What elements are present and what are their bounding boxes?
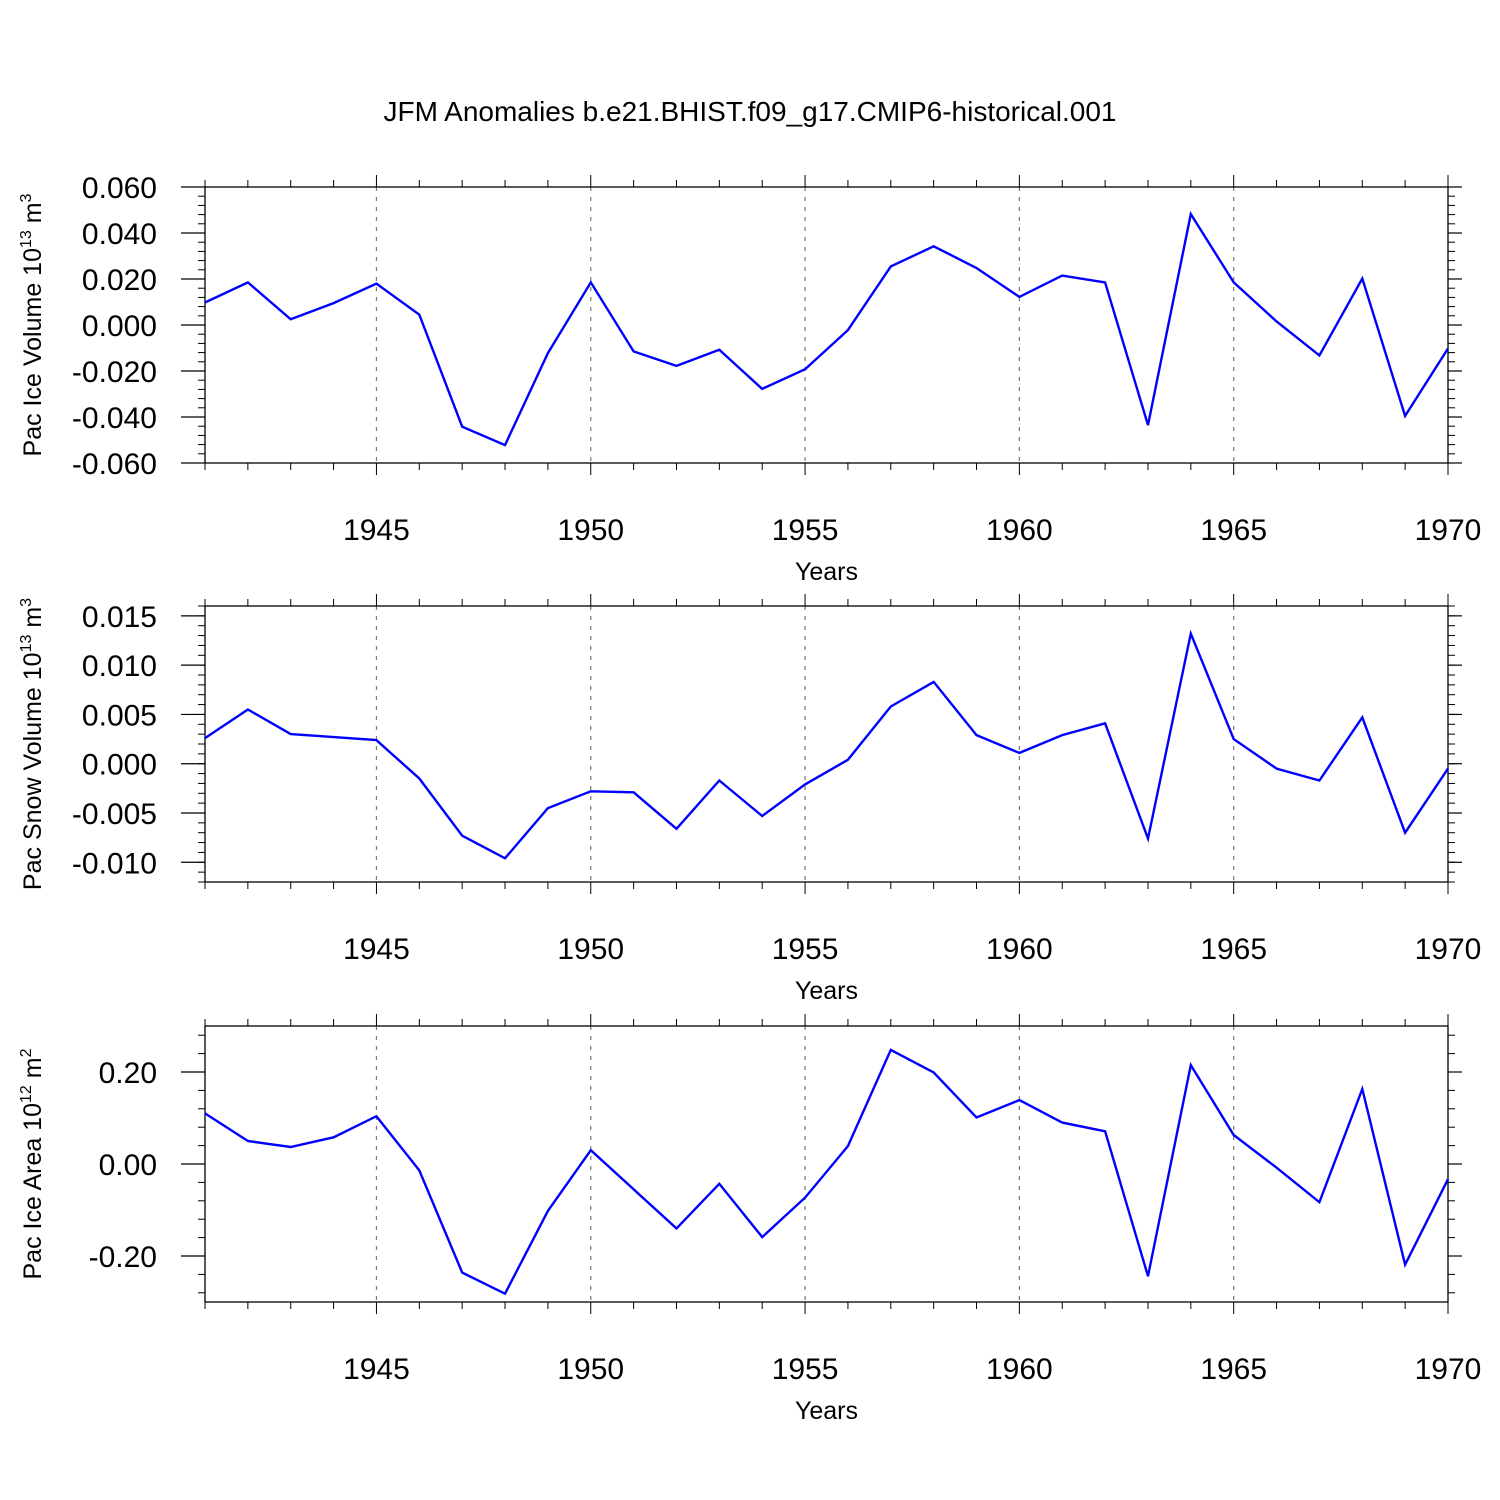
y-axis-label-text: Pac Ice Area 10 bbox=[19, 1103, 47, 1280]
y-axis-label-unit-exponent: 2 bbox=[18, 1048, 35, 1057]
y-tick-label: -0.060 bbox=[72, 448, 157, 481]
y-tick-label: 0.060 bbox=[82, 172, 157, 205]
x-tick-label: 1965 bbox=[1200, 933, 1267, 966]
y-tick-label: -0.020 bbox=[72, 356, 157, 389]
x-axis-label: Years bbox=[795, 1397, 858, 1425]
x-tick-label: 1950 bbox=[557, 933, 624, 966]
x-axis-label: Years bbox=[795, 558, 858, 586]
panel-2: -0.010 -0.005 0.000 0.005 0.010 0.015 1945 1950… bbox=[18, 594, 1481, 1005]
panel-3: -0.20 0.00 0.20 1945 1950 1955 1960 1965 1970 Yea… bbox=[18, 1014, 1481, 1425]
x-tick-label: 1955 bbox=[772, 514, 839, 547]
y-axis-label-text: Pac Snow Volume 10 bbox=[19, 652, 47, 890]
y-tick-label: 0.20 bbox=[99, 1057, 157, 1090]
x-tick-label: 1950 bbox=[557, 1353, 624, 1386]
series-line bbox=[204, 210, 1450, 447]
series-line bbox=[204, 629, 1449, 860]
x-tick-label: 1945 bbox=[343, 1353, 410, 1386]
x-tick-label: 1965 bbox=[1200, 514, 1267, 547]
y-tick-label: -0.20 bbox=[89, 1241, 157, 1274]
y-tick-label: 0.020 bbox=[82, 264, 157, 297]
series-line bbox=[204, 1048, 1450, 1296]
y-axis-label: Pac Ice Area 1012 m2 bbox=[18, 1048, 47, 1279]
x-tick-label: 1950 bbox=[557, 514, 624, 547]
y-axis-label-exponent: 13 bbox=[18, 230, 35, 248]
plot-frame bbox=[204, 1025, 1449, 1303]
x-tick-label: 1945 bbox=[343, 514, 410, 547]
x-tick-label: 1945 bbox=[343, 933, 410, 966]
y-axis-label-exponent: 12 bbox=[18, 1085, 35, 1103]
y-axis-label-unit: m bbox=[19, 202, 47, 230]
y-axis-label-unit-exponent: 3 bbox=[18, 598, 35, 607]
y-axis-label: Pac Snow Volume 1013 m3 bbox=[18, 598, 47, 890]
panel-1: -0.060 -0.040 -0.020 0.000 0.020 0.040 0.060 19… bbox=[18, 172, 1481, 586]
y-axis-label-unit: m bbox=[19, 607, 47, 635]
plot-frame bbox=[204, 186, 1449, 464]
y-tick-label: 0.040 bbox=[82, 218, 157, 251]
y-tick-label: 0.010 bbox=[82, 650, 157, 683]
y-tick-label: 0.000 bbox=[82, 310, 157, 343]
page-title: JFM Anomalies b.e21.BHIST.f09_g17.CMIP6-… bbox=[383, 96, 1117, 127]
y-tick-label: 0.00 bbox=[99, 1149, 157, 1182]
x-tick-label: 1955 bbox=[772, 1353, 839, 1386]
x-tick-label: 1970 bbox=[1415, 1353, 1482, 1386]
y-tick-label: 0.015 bbox=[82, 601, 157, 634]
x-tick-label: 1955 bbox=[772, 933, 839, 966]
y-tick-label: 0.005 bbox=[82, 699, 157, 732]
plot-frame bbox=[204, 605, 1449, 883]
x-tick-label: 1970 bbox=[1415, 933, 1482, 966]
y-tick-label: 0.000 bbox=[82, 749, 157, 782]
x-axis-label: Years bbox=[795, 977, 858, 1005]
x-tick-label: 1970 bbox=[1415, 514, 1482, 547]
y-axis-label: Pac Ice Volume 1013 m3 bbox=[18, 193, 47, 456]
y-axis-label-unit-exponent: 3 bbox=[18, 193, 35, 202]
y-tick-label: -0.040 bbox=[72, 402, 157, 435]
y-axis-label-text: Pac Ice Volume 10 bbox=[19, 248, 47, 456]
x-tick-label: 1960 bbox=[986, 514, 1053, 547]
y-tick-label: -0.005 bbox=[72, 798, 157, 831]
x-tick-label: 1960 bbox=[986, 933, 1053, 966]
y-axis-label-exponent: 13 bbox=[18, 635, 35, 653]
x-tick-label: 1960 bbox=[986, 1353, 1053, 1386]
y-tick-label: -0.010 bbox=[72, 847, 157, 880]
x-tick-label: 1965 bbox=[1200, 1353, 1267, 1386]
y-axis-label-unit: m bbox=[19, 1057, 47, 1085]
